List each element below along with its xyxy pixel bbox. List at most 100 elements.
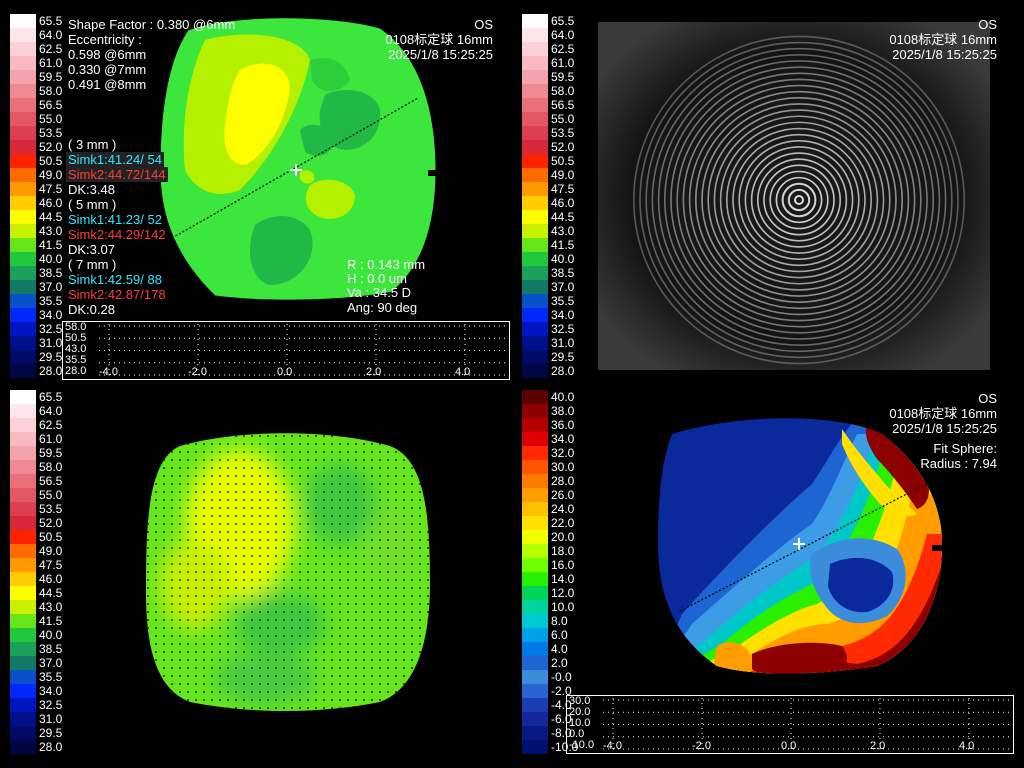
- scale-swatch: [10, 502, 36, 516]
- scale-label: 49.0: [551, 168, 575, 182]
- ring-device-label: 0108标定球 16mm: [889, 32, 997, 47]
- scale-swatch: [10, 572, 36, 586]
- scale-swatch: [522, 98, 548, 112]
- scale-swatch: [10, 558, 36, 572]
- scale-label: 47.5: [551, 182, 575, 196]
- axial-map-panel[interactable]: 65.5 64.0 62.5 61.0 59.5 58.0 56.5 55.0 53.5 52.0…: [0, 0, 512, 384]
- elev-datetime-label: 2025/1/8 15:25:25: [892, 421, 997, 436]
- scale-label: 16.0: [551, 558, 575, 572]
- elevation-profile-plot[interactable]: 30.0 20.0 10.0 0.0 -10.0 -4.0 -2.0 0.0 2.0 4.0: [566, 695, 1014, 754]
- scale-swatch: [10, 670, 36, 684]
- scale-label: 36.0: [551, 418, 575, 432]
- datetime-label: 2025/1/8 15:25:25: [388, 47, 493, 62]
- axial-profile-plot[interactable]: 58.0 50.5 43.0 35.5 28.0 -4.0 -2.0 0.0 2.0 4.0: [62, 321, 510, 380]
- scale-swatch: [522, 224, 548, 238]
- scale-label: 58.0: [39, 84, 63, 98]
- eye-label: OS: [474, 17, 493, 32]
- shape-factor-label: Shape Factor : 0.380 @6mm: [68, 17, 236, 32]
- scale-label: 18.0: [551, 544, 575, 558]
- scale-label: 43.0: [39, 600, 63, 614]
- axial-center-cross: [290, 164, 302, 176]
- scale-label: 64.0: [39, 404, 63, 418]
- scale-swatch: [10, 182, 36, 196]
- scale-swatch: [522, 418, 548, 432]
- scale-label: 37.0: [39, 280, 63, 294]
- scale-swatch: [522, 280, 548, 294]
- scale-label: 40.0: [39, 628, 63, 642]
- scale-label: 31.0: [39, 712, 63, 726]
- scale-swatch: [10, 432, 36, 446]
- cursor-angle-readout: Ang: 90 deg: [347, 300, 418, 315]
- scale-swatch: [522, 432, 548, 446]
- elevation-map-svg[interactable]: [512, 384, 1024, 768]
- scale-swatch: [522, 238, 548, 252]
- profile-x-label: -2.0: [692, 740, 711, 752]
- scale-swatch: [10, 684, 36, 698]
- scale-label: 40.0: [39, 252, 63, 266]
- scale-swatch: [10, 530, 36, 544]
- scale-label: 10.0: [551, 600, 575, 614]
- placido-ring: [701, 103, 897, 297]
- scale-swatch: [10, 14, 36, 28]
- scale-swatch: [522, 530, 548, 544]
- profile-y-label: 43.0: [65, 343, 87, 355]
- scale-label: 31.0: [39, 336, 63, 350]
- scale-swatch: [522, 266, 548, 280]
- scale-swatch: [10, 84, 36, 98]
- zone7-dk: DK:0.28: [68, 302, 115, 317]
- surface-3d-panel[interactable]: 65.5 64.0 62.5 61.0 59.5 58.0 56.5 55.0 53.5 52.0…: [0, 384, 512, 768]
- scale-label: 28.0: [39, 364, 63, 378]
- scale-swatch: [522, 572, 548, 586]
- scale-label: -0.0: [551, 670, 572, 684]
- scale-label: 32.5: [39, 698, 63, 712]
- scale-label: 49.0: [39, 168, 63, 182]
- placido-ring: [664, 66, 934, 334]
- scale-swatch: [10, 460, 36, 474]
- scale-swatch: [522, 336, 548, 350]
- placido-ring: [769, 170, 829, 230]
- scale-swatch: [522, 126, 548, 140]
- zone3-simk2: Simk2:44.72/144: [66, 167, 168, 182]
- profile-y-label: 58.0: [65, 321, 87, 333]
- scale-swatch: [522, 460, 548, 474]
- scale-label: 46.0: [39, 196, 63, 210]
- scale-label: 46.0: [551, 196, 575, 210]
- profile-x-label: 2.0: [870, 740, 886, 752]
- elevation-map-panel[interactable]: 40.0 38.0 36.0 34.0 32.0 30.0 28.0 26.0 24.0 22.0…: [512, 384, 1024, 768]
- scale-swatch: [522, 684, 548, 698]
- surface-3d-svg[interactable]: [0, 384, 512, 768]
- scale-swatch: [522, 140, 548, 154]
- placido-ring: [682, 84, 916, 316]
- scale-swatch: [10, 238, 36, 252]
- profile-y-label: 0.0: [569, 728, 585, 740]
- scale-label: 14.0: [551, 572, 575, 586]
- scale-label: 32.5: [551, 322, 575, 336]
- scale-label: 2.0: [551, 656, 568, 670]
- scale-label: 29.5: [551, 350, 575, 364]
- scale-swatch: [522, 600, 548, 614]
- scale-swatch: [522, 404, 548, 418]
- cursor-height-readout: H : 0.0 um: [347, 271, 407, 286]
- scale-label: 20.0: [551, 530, 575, 544]
- zone5-simk1: Simk1:41.23/ 52: [68, 212, 162, 227]
- placido-ring: [757, 158, 842, 242]
- scale-label: 29.5: [39, 350, 63, 364]
- placido-ring: [639, 41, 959, 359]
- zone5-dk: DK:3.07: [68, 242, 115, 257]
- scale-label: 43.0: [551, 224, 575, 238]
- scale-swatch: [10, 42, 36, 56]
- scale-swatch: [10, 322, 36, 336]
- scale-label: 56.5: [39, 474, 63, 488]
- placido-ring: [775, 176, 823, 224]
- scale-swatch: [522, 154, 548, 168]
- surface-mesh: [145, 433, 430, 711]
- placido-image-panel[interactable]: 65.5 64.0 62.5 61.0 59.5 58.0 56.5 55.0 53.5 52.0…: [512, 0, 1024, 384]
- eye-image-background: [598, 22, 990, 370]
- scale-label: 38.5: [39, 642, 63, 656]
- scale-swatch: [10, 294, 36, 308]
- profile-y-label: 28.0: [65, 365, 87, 377]
- scale-swatch: [10, 140, 36, 154]
- scale-label: 28.0: [551, 474, 575, 488]
- scale-label: 53.5: [39, 502, 63, 516]
- profile-y-label: 50.5: [65, 332, 87, 344]
